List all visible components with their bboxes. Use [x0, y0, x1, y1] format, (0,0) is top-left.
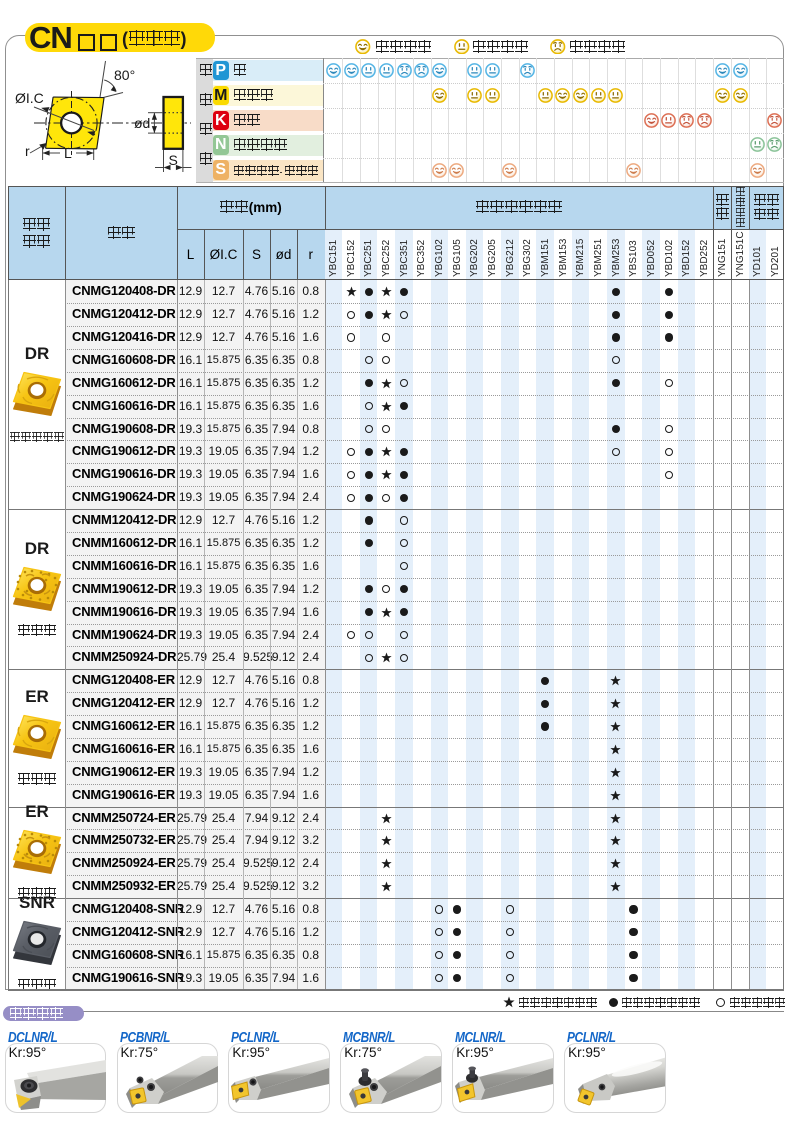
svg-text:ød: ød	[134, 115, 150, 131]
svg-text:80°: 80°	[114, 67, 135, 83]
svg-text:L: L	[64, 145, 72, 161]
svg-text:S: S	[169, 152, 178, 168]
svg-text:ØI.C: ØI.C	[15, 90, 44, 106]
svg-text:r: r	[25, 143, 30, 159]
